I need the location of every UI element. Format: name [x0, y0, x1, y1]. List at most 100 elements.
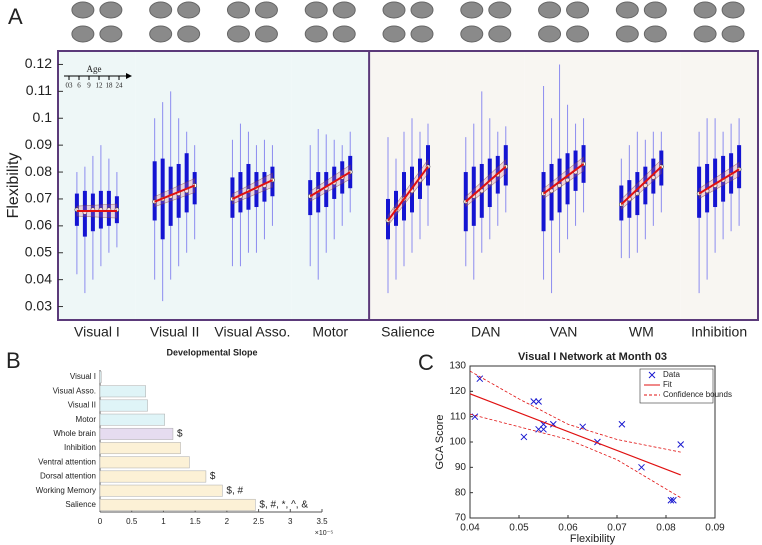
fit-line: [154, 184, 196, 203]
age-tick-label: 18: [106, 82, 114, 90]
panel-background: [58, 51, 136, 320]
x-tick-label: 0.09: [705, 523, 725, 534]
x-tick-label: 0: [98, 517, 103, 526]
x-tick-label: Motor: [312, 324, 348, 340]
brain-icon: [177, 1, 201, 19]
category-label: Whole brain: [53, 429, 96, 438]
x-tick-label: VAN: [550, 324, 578, 340]
bar: [99, 385, 146, 398]
bar: [99, 456, 190, 469]
y-tick-label: 0.09: [25, 136, 52, 152]
data-point: [476, 375, 484, 383]
panel-label: A: [8, 4, 23, 29]
annotation: $: [210, 471, 216, 482]
brain-icon: [693, 1, 717, 19]
panel-background: [291, 51, 370, 320]
category-label: Visual I: [70, 372, 96, 381]
panel-label: B: [6, 348, 21, 373]
x-tick-label: WM: [629, 324, 654, 340]
data-point: [540, 420, 547, 428]
box: [90, 193, 95, 232]
category-label: Dorsal attention: [40, 472, 96, 481]
y-tick-label: 0.04: [25, 270, 52, 286]
category-label: Inhibition: [64, 443, 96, 452]
brain-icon: [71, 1, 95, 19]
box: [184, 153, 189, 213]
annotation: $, #: [226, 485, 243, 496]
brain-icon: [488, 25, 512, 43]
box: [238, 172, 243, 213]
y-tick-label: 0.06: [25, 217, 52, 233]
category-label: Visual Asso.: [53, 386, 96, 395]
x-tick-label: 2: [225, 517, 230, 526]
data-point: [530, 398, 538, 405]
data-point: [520, 433, 528, 441]
bar: [99, 371, 102, 384]
fit-line: [469, 393, 681, 476]
legend-marker: [648, 371, 656, 379]
data-point: [535, 398, 542, 405]
x-tick-label: 3.5: [316, 517, 328, 526]
x-tick-label: 1: [161, 517, 166, 526]
age-tick-label: 03: [66, 82, 74, 90]
y-axis-label: GCA Score: [434, 414, 446, 469]
y-tick-label: 110: [450, 411, 466, 422]
data-point: [579, 423, 587, 431]
brain-icon: [332, 1, 356, 19]
brain-icon: [226, 1, 250, 19]
category-label: Salience: [65, 500, 96, 509]
brain-icon: [304, 1, 328, 19]
bar: [99, 470, 207, 483]
data-point: [669, 496, 677, 504]
brain-icon: [538, 25, 562, 43]
x-tick-label: 0.05: [509, 523, 529, 534]
fit-line: [309, 171, 351, 198]
brain-icon: [304, 25, 328, 43]
brain-icon: [410, 25, 434, 43]
brain-icon: [566, 25, 590, 43]
y-tick-label: 70: [455, 513, 467, 524]
x-tick-label: DAN: [471, 324, 501, 340]
age-tick-label: 12: [96, 82, 104, 90]
brain-icon: [721, 1, 745, 19]
bar: [99, 427, 174, 440]
box: [402, 172, 406, 221]
legend-label: Fit: [663, 380, 673, 389]
brain-icon: [488, 1, 512, 19]
data-point: [667, 496, 675, 504]
brain-icon: [460, 1, 484, 19]
x-axis-label: Flexibility: [570, 533, 616, 545]
y-tick-label: 0.03: [25, 297, 52, 313]
y-tick-label: 130: [449, 361, 466, 372]
age-arrowhead: [126, 73, 132, 79]
category-label: Working Memory: [36, 486, 96, 495]
bar: [99, 413, 165, 426]
age-tick-label: 24: [116, 82, 124, 90]
y-tick-label: 0.08: [25, 163, 52, 179]
panel-background: [213, 51, 292, 320]
y-tick-label: 0.1: [33, 109, 53, 125]
fit-line: [620, 165, 663, 206]
fit-line: [387, 166, 429, 222]
data-point: [638, 463, 645, 471]
panel-background: [524, 51, 603, 320]
panel-label: C: [418, 350, 434, 375]
box: [152, 161, 157, 221]
x-tick-label: 0.5: [126, 517, 138, 526]
fit-line: [465, 165, 507, 203]
brain-icon: [693, 25, 717, 43]
age-tick-label: 9: [87, 82, 91, 90]
data-point: [540, 425, 547, 433]
fit-line: [232, 179, 273, 200]
brain-icon: [99, 1, 123, 19]
x-tick-label: 3: [288, 517, 293, 526]
brain-icon: [643, 25, 667, 43]
brain-icon: [254, 25, 278, 43]
box: [246, 163, 251, 210]
brain-icon: [177, 25, 201, 43]
confidence-bound: [469, 370, 681, 453]
panel-background: [446, 51, 525, 320]
y-tick-label: 80: [455, 487, 467, 498]
panel-background: [680, 51, 758, 320]
